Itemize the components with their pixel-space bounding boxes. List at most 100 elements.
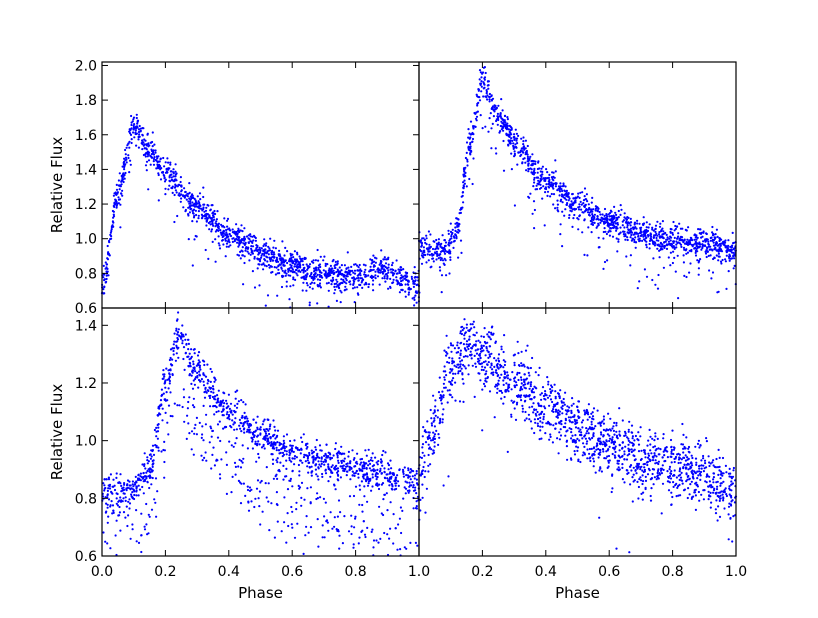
data-point xyxy=(433,251,437,254)
data-point xyxy=(305,282,308,285)
data-point xyxy=(707,240,710,243)
data-point xyxy=(154,501,157,504)
data-point xyxy=(380,512,383,515)
data-point xyxy=(567,199,570,202)
data-point xyxy=(525,169,528,172)
data-point xyxy=(481,429,484,432)
data-point xyxy=(619,213,622,216)
data-point xyxy=(637,450,641,453)
data-point xyxy=(429,245,432,248)
data-point xyxy=(314,448,318,451)
data-point xyxy=(153,498,156,501)
data-point xyxy=(707,254,710,257)
data-point xyxy=(370,489,373,492)
data-point xyxy=(669,477,673,480)
data-point xyxy=(202,439,205,442)
data-point xyxy=(556,189,559,192)
data-point xyxy=(673,229,676,232)
data-point xyxy=(310,465,313,468)
data-point xyxy=(177,356,180,359)
data-point xyxy=(191,220,194,223)
data-point xyxy=(231,240,234,243)
data-point xyxy=(180,333,184,336)
data-point xyxy=(445,274,448,277)
data-point xyxy=(350,532,353,536)
data-point xyxy=(631,226,635,229)
data-point xyxy=(384,280,387,283)
data-point xyxy=(214,238,217,241)
data-point xyxy=(732,251,735,254)
data-point xyxy=(662,237,665,240)
data-point xyxy=(675,240,678,243)
data-point xyxy=(467,145,470,148)
data-point xyxy=(613,220,616,223)
data-point xyxy=(256,434,260,437)
data-point xyxy=(117,196,120,199)
data-point xyxy=(701,246,704,250)
data-point xyxy=(420,242,423,245)
data-point xyxy=(455,235,458,239)
data-point xyxy=(672,473,676,477)
data-point xyxy=(132,124,135,127)
data-point xyxy=(549,195,552,198)
data-point xyxy=(702,454,705,458)
data-point xyxy=(386,267,389,270)
data-point xyxy=(401,509,404,512)
data-point xyxy=(670,452,673,455)
data-point xyxy=(337,459,340,462)
data-point xyxy=(327,529,330,532)
data-point xyxy=(323,463,326,466)
data-point xyxy=(707,498,710,501)
data-point xyxy=(602,237,605,240)
data-point xyxy=(416,276,419,279)
data-point xyxy=(115,472,118,475)
data-point xyxy=(235,223,238,226)
data-point xyxy=(223,226,226,229)
data-point xyxy=(353,272,357,275)
data-point xyxy=(253,255,256,259)
data-point xyxy=(129,537,132,540)
data-point xyxy=(333,282,336,286)
data-point xyxy=(619,231,622,234)
data-point xyxy=(184,210,187,213)
data-point xyxy=(335,464,338,467)
data-point xyxy=(118,514,121,517)
data-point xyxy=(115,476,118,479)
data-point xyxy=(585,209,588,212)
data-point xyxy=(126,524,129,528)
data-point xyxy=(186,407,189,410)
data-point xyxy=(441,234,444,237)
data-point xyxy=(407,293,410,296)
data-point xyxy=(162,448,165,452)
data-point xyxy=(216,436,220,439)
data-point xyxy=(407,469,410,472)
data-point xyxy=(493,106,496,109)
data-point xyxy=(217,410,220,413)
data-point xyxy=(372,254,375,257)
data-point xyxy=(413,477,416,480)
data-point xyxy=(249,253,252,256)
data-point xyxy=(305,442,308,446)
data-point xyxy=(354,515,357,518)
data-point xyxy=(502,169,506,172)
data-point xyxy=(168,358,171,362)
data-point xyxy=(592,457,595,460)
data-point xyxy=(187,238,190,241)
data-point xyxy=(421,483,424,486)
data-point xyxy=(697,474,700,477)
data-point xyxy=(366,475,369,478)
data-point xyxy=(262,244,265,248)
data-point xyxy=(652,236,655,239)
data-point xyxy=(227,413,231,417)
data-point xyxy=(662,266,666,269)
data-point xyxy=(586,457,589,460)
data-point xyxy=(514,128,517,131)
data-point xyxy=(675,482,678,485)
data-point xyxy=(342,467,345,470)
data-point xyxy=(301,461,304,464)
data-point xyxy=(251,440,254,443)
data-point xyxy=(339,282,342,285)
data-point xyxy=(387,287,390,290)
data-point xyxy=(194,376,197,379)
data-point xyxy=(688,249,691,252)
